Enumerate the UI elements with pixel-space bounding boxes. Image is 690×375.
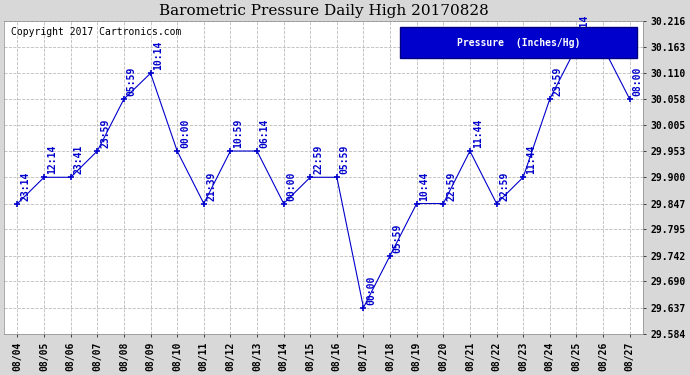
Text: 00:00: 00:00 bbox=[180, 119, 190, 148]
Text: Copyright 2017 Cartronics.com: Copyright 2017 Cartronics.com bbox=[10, 27, 181, 37]
Text: 05:59: 05:59 bbox=[339, 145, 350, 174]
Text: Pressure  (Inches/Hg): Pressure (Inches/Hg) bbox=[457, 38, 580, 48]
Text: 10:44: 10:44 bbox=[420, 171, 429, 201]
Text: 23:41: 23:41 bbox=[73, 145, 83, 174]
Text: 11:44: 11:44 bbox=[526, 145, 536, 174]
Text: 21:39: 21:39 bbox=[206, 171, 217, 201]
Text: 22:59: 22:59 bbox=[446, 171, 456, 201]
Text: 23:59: 23:59 bbox=[100, 119, 110, 148]
Text: 22:59: 22:59 bbox=[313, 145, 323, 174]
Text: 06:14: 06:14 bbox=[260, 119, 270, 148]
Text: 05:59: 05:59 bbox=[127, 67, 137, 96]
Text: 11:44: 11:44 bbox=[473, 119, 483, 148]
Text: 23:14: 23:14 bbox=[20, 171, 30, 201]
Text: 05:59: 05:59 bbox=[393, 224, 403, 253]
Text: 10:59: 10:59 bbox=[233, 119, 243, 148]
Text: 00:00: 00:00 bbox=[286, 171, 297, 201]
Text: 08:00: 08:00 bbox=[633, 67, 642, 96]
Text: 00:00: 00:00 bbox=[366, 275, 376, 305]
Text: 11:14: 11:14 bbox=[579, 15, 589, 44]
FancyBboxPatch shape bbox=[400, 27, 637, 58]
Text: 12:14: 12:14 bbox=[47, 145, 57, 174]
Text: 22:59: 22:59 bbox=[500, 171, 509, 201]
Text: 07:: 07: bbox=[606, 27, 615, 44]
Text: 23:59: 23:59 bbox=[553, 67, 562, 96]
Text: 10:14: 10:14 bbox=[153, 41, 164, 70]
Title: Barometric Pressure Daily High 20170828: Barometric Pressure Daily High 20170828 bbox=[159, 4, 489, 18]
